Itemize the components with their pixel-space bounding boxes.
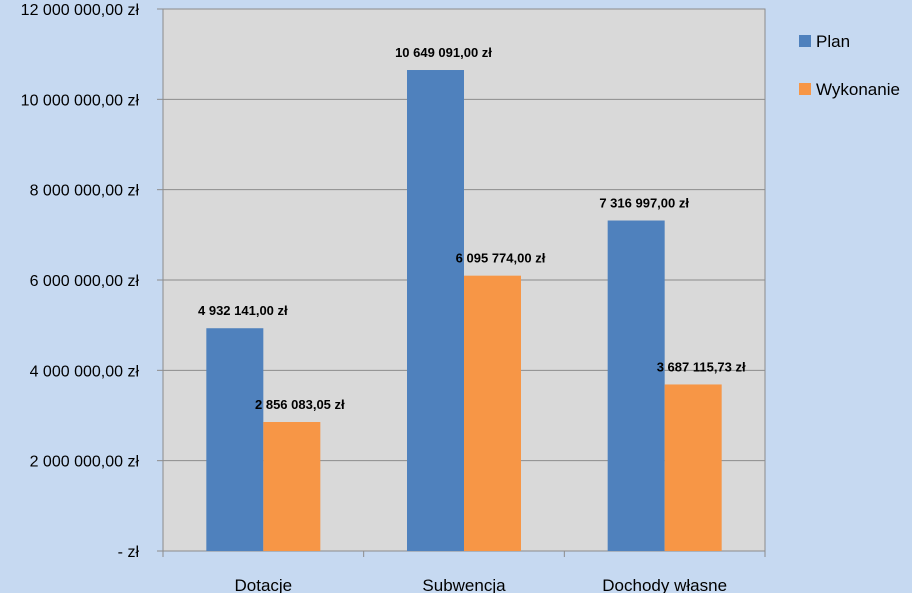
bar-plan-2 bbox=[407, 70, 464, 552]
data-label: 3 687 115,73 zł bbox=[657, 359, 746, 374]
y-tick-label: 12 000 000,00 zł bbox=[21, 2, 140, 19]
legend-swatch bbox=[799, 83, 811, 95]
data-label: 4 932 141,00 zł bbox=[198, 303, 288, 318]
legend: Plan Wykonanie bbox=[799, 32, 900, 99]
legend-label: Plan bbox=[816, 32, 850, 51]
x-category-label: Dotacje bbox=[235, 576, 293, 593]
data-label: 7 316 997,00 zł bbox=[599, 196, 689, 211]
legend-swatch bbox=[799, 35, 811, 47]
data-labels: 4 932 141,00 zł 2 856 083,05 zł 10 649 091… bbox=[198, 45, 746, 412]
bar-plan-3 bbox=[607, 220, 665, 552]
y-tick-label: 6 000 000,00 zł bbox=[30, 273, 140, 290]
y-tick-label: 2 000 000,00 zł bbox=[30, 454, 140, 471]
data-label: 2 856 083,05 zł bbox=[255, 397, 345, 412]
y-tick-label: - zł bbox=[118, 544, 140, 561]
x-category-label: Dochody własne bbox=[602, 576, 727, 593]
bar-wykonanie-2 bbox=[464, 275, 521, 551]
data-label: 6 095 774,00 zł bbox=[456, 251, 546, 266]
data-label: 10 649 091,00 zł bbox=[395, 45, 492, 60]
bars bbox=[206, 70, 722, 552]
y-tick-label: 10 000 000,00 zł bbox=[21, 92, 140, 109]
bar-plan-1 bbox=[206, 328, 264, 551]
legend-label: Wykonanie bbox=[816, 80, 900, 99]
bar-wykonanie-3 bbox=[664, 384, 722, 551]
bar-wykonanie-1 bbox=[263, 422, 321, 551]
y-tick-label: 4 000 000,00 zł bbox=[30, 363, 140, 380]
y-tick-label: 8 000 000,00 zł bbox=[30, 183, 140, 200]
x-category-label: Subwencja bbox=[422, 576, 506, 593]
